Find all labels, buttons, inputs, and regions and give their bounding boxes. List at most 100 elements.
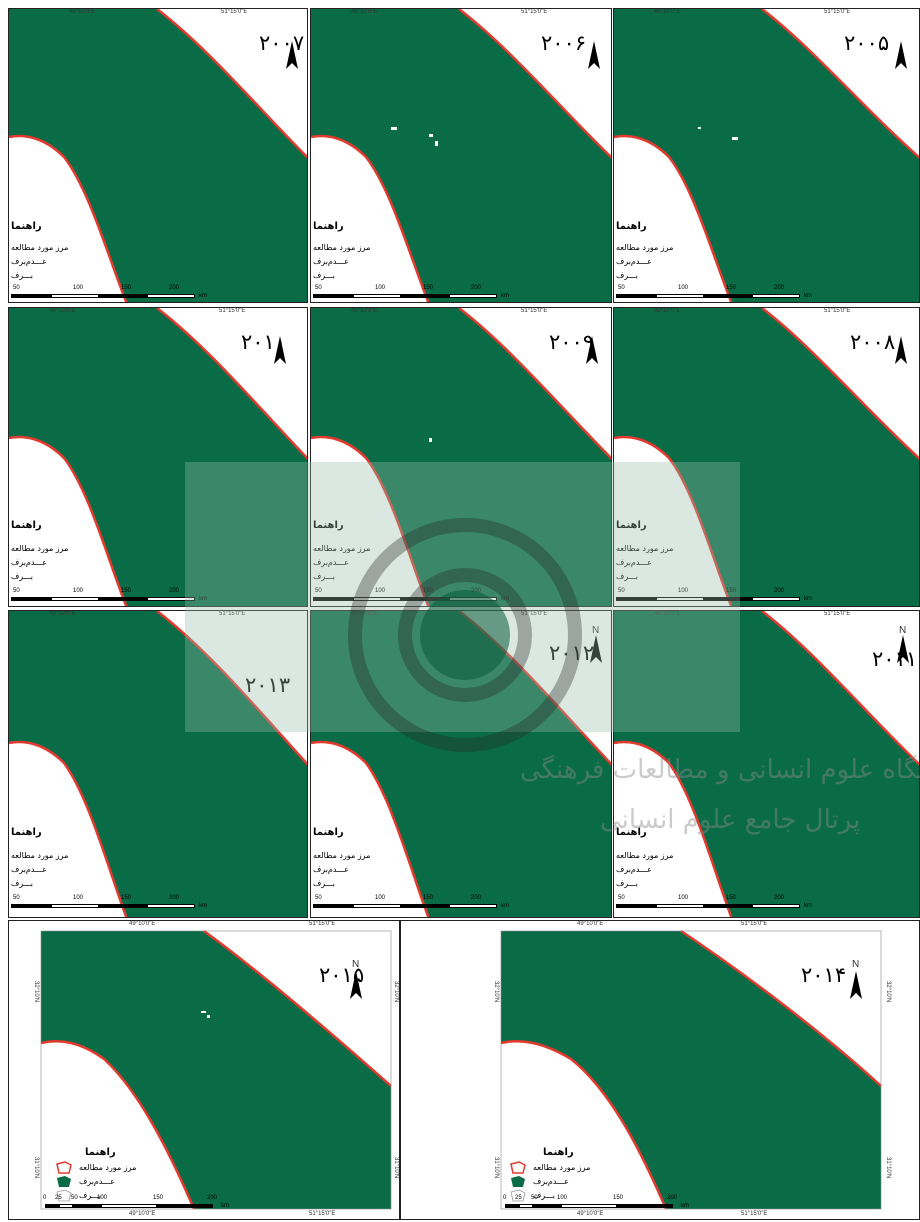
lon-right-label: 51°15'0"E — [824, 611, 851, 617]
lon-right-label-bottom: 51°15'0"E — [309, 1211, 336, 1217]
legend-item-snow: بـــرف — [11, 879, 33, 888]
watermark-text-line2: پرتال جامع علوم انسانی — [600, 805, 861, 835]
lon-left-label: 49°10'0"E — [654, 9, 681, 15]
map-panel-2011: ۲۰۱۱ N 49°10'0"E 51°15'0"E راهنما مرز مو… — [613, 610, 920, 918]
scale-label: 100 — [73, 895, 84, 901]
scale-label: 50 — [315, 895, 322, 901]
scale-label: 100 — [375, 588, 386, 594]
legend-title: راهنما — [11, 221, 42, 232]
legend-item-boundary: مرز مورد مطالعه — [616, 544, 674, 553]
north-label: N — [352, 959, 360, 970]
scale-label: 50 — [315, 588, 322, 594]
scale-label: 150 — [153, 1195, 164, 1201]
north-arrow-icon — [587, 633, 605, 667]
north-arrow-icon — [347, 969, 365, 1003]
legend-swatch-no-snow — [57, 1176, 71, 1187]
scale-label: 200 — [774, 588, 785, 594]
map-canvas — [311, 308, 611, 606]
map-canvas — [40, 929, 392, 1210]
map-canvas — [9, 9, 307, 302]
lon-right-label: 51°15'0"E — [521, 611, 548, 617]
watermark-rosette-icon — [348, 518, 582, 752]
map-canvas — [500, 929, 882, 1210]
lat-top-label: 32°10'N — [33, 981, 39, 1003]
legend-item-no-snow: عـــدم‌برف — [616, 558, 652, 567]
lon-left-label-bottom: 49°10'0"E — [577, 1211, 604, 1217]
lon-right-label-bottom: 51°15'0"E — [741, 1211, 768, 1217]
north-arrow-icon — [892, 334, 910, 368]
legend-item-boundary: مرز مورد مطالعه — [11, 544, 69, 553]
lon-right-label: 51°15'0"E — [741, 921, 768, 927]
scale-label: 100 — [73, 588, 84, 594]
lon-left-label-bottom: 49°10'0"E — [129, 1211, 156, 1217]
map-panel-2015: ۲۰۱۵ N 49°10'0"E 51°15'0"E 49°10'0"E 51°… — [8, 920, 400, 1220]
legend-title: راهنما — [616, 520, 647, 531]
legend-item-boundary: مرز مورد مطالعه — [616, 851, 674, 860]
scale-bar — [45, 1201, 225, 1211]
legend-item-boundary: مرز مورد مطالعه — [11, 243, 69, 252]
legend-item-no-snow: عـــدم‌برف — [11, 257, 47, 266]
map-panel-2014: ۲۰۱۴ N 49°10'0"E 51°15'0"E 49°10'0"E 51°… — [400, 920, 920, 1220]
scale-label: 100 — [375, 895, 386, 901]
scale-label: 50 — [618, 588, 625, 594]
legend-item-snow: بـــرف — [79, 1191, 101, 1200]
scale-bar — [505, 1201, 685, 1211]
legend-title: راهنما — [11, 827, 42, 838]
scale-label: 150 — [726, 588, 737, 594]
lat-bottom-label-right: 31°10'N — [393, 1157, 399, 1179]
map-panel-2005: ۲۰۰۵ 49°10'0"E 51°15'0"E راهنما مرز مورد… — [613, 8, 920, 303]
lon-right-label: 51°15'0"E — [824, 9, 851, 15]
legend-swatch-boundary — [56, 1161, 72, 1174]
scale-label: 0 — [43, 1195, 47, 1201]
scale-label: 200 — [471, 588, 482, 594]
lon-left-label: 49°10'0"E — [577, 921, 604, 927]
legend-item-boundary: مرز مورد مطالعه — [616, 243, 674, 252]
year-label: ۲۰۰۹ — [549, 330, 595, 354]
lon-left-label: 49°10'0"E — [654, 611, 681, 617]
legend-item-snow: بـــرف — [313, 879, 335, 888]
scale-label: 0 — [503, 1195, 507, 1201]
legend-title: راهنما — [616, 827, 647, 838]
scale-unit: km — [804, 293, 812, 299]
lat-bottom-label: 31°10'N — [33, 1157, 39, 1179]
north-label: N — [899, 625, 907, 636]
lon-right-label: 51°15'0"E — [219, 308, 246, 314]
scale-label: 200 — [774, 285, 785, 291]
scale-unit: km — [804, 903, 812, 909]
map-panel-2009: ۲۰۰۹ 49°10'0"E 51°15'0"E راهنما مرز مورد… — [310, 307, 612, 607]
scale-unit: km — [501, 903, 509, 909]
scale-label: 100 — [678, 895, 689, 901]
map-canvas — [614, 9, 919, 302]
scale-label: 100 — [375, 285, 386, 291]
legend-title: راهنما — [616, 221, 647, 232]
scale-label: 50 — [13, 285, 20, 291]
scale-unit: km — [199, 596, 207, 602]
scale-label: 50 — [13, 588, 20, 594]
legend-title: راهنما — [313, 221, 344, 232]
year-label: ۲۰۰۸ — [850, 330, 896, 354]
scale-label: 150 — [613, 1195, 624, 1201]
scale-bar — [313, 899, 523, 911]
scale-label: 150 — [726, 895, 737, 901]
north-arrow-icon — [847, 969, 865, 1003]
year-label: ۲۰۰۷ — [259, 31, 305, 55]
lon-left-label: 49°10'0"E — [654, 308, 681, 314]
scale-label: 100 — [73, 285, 84, 291]
lat-top-label-right: 32°10'N — [885, 981, 891, 1003]
north-label: N — [852, 959, 860, 970]
map-canvas — [614, 611, 919, 917]
scale-label: 100 — [678, 588, 689, 594]
legend-item-no-snow: عـــدم‌برف — [313, 865, 349, 874]
year-label: ۲۰۰۶ — [541, 31, 587, 55]
scale-unit: km — [199, 293, 207, 299]
scale-label: 150 — [423, 285, 434, 291]
north-arrow-icon — [583, 334, 601, 368]
map-canvas — [9, 308, 307, 606]
map-panel-2007: ۲۰۰۷ 49°10'0"E 51°15'0"E راهنما مرز مورد… — [8, 8, 308, 303]
legend-title: راهنما — [543, 1147, 574, 1158]
scale-label: 200 — [169, 588, 180, 594]
map-canvas — [614, 308, 919, 606]
lat-top-label: 32°10'N — [493, 981, 499, 1003]
scale-label: 100 — [97, 1195, 108, 1201]
scale-bar — [313, 289, 523, 301]
